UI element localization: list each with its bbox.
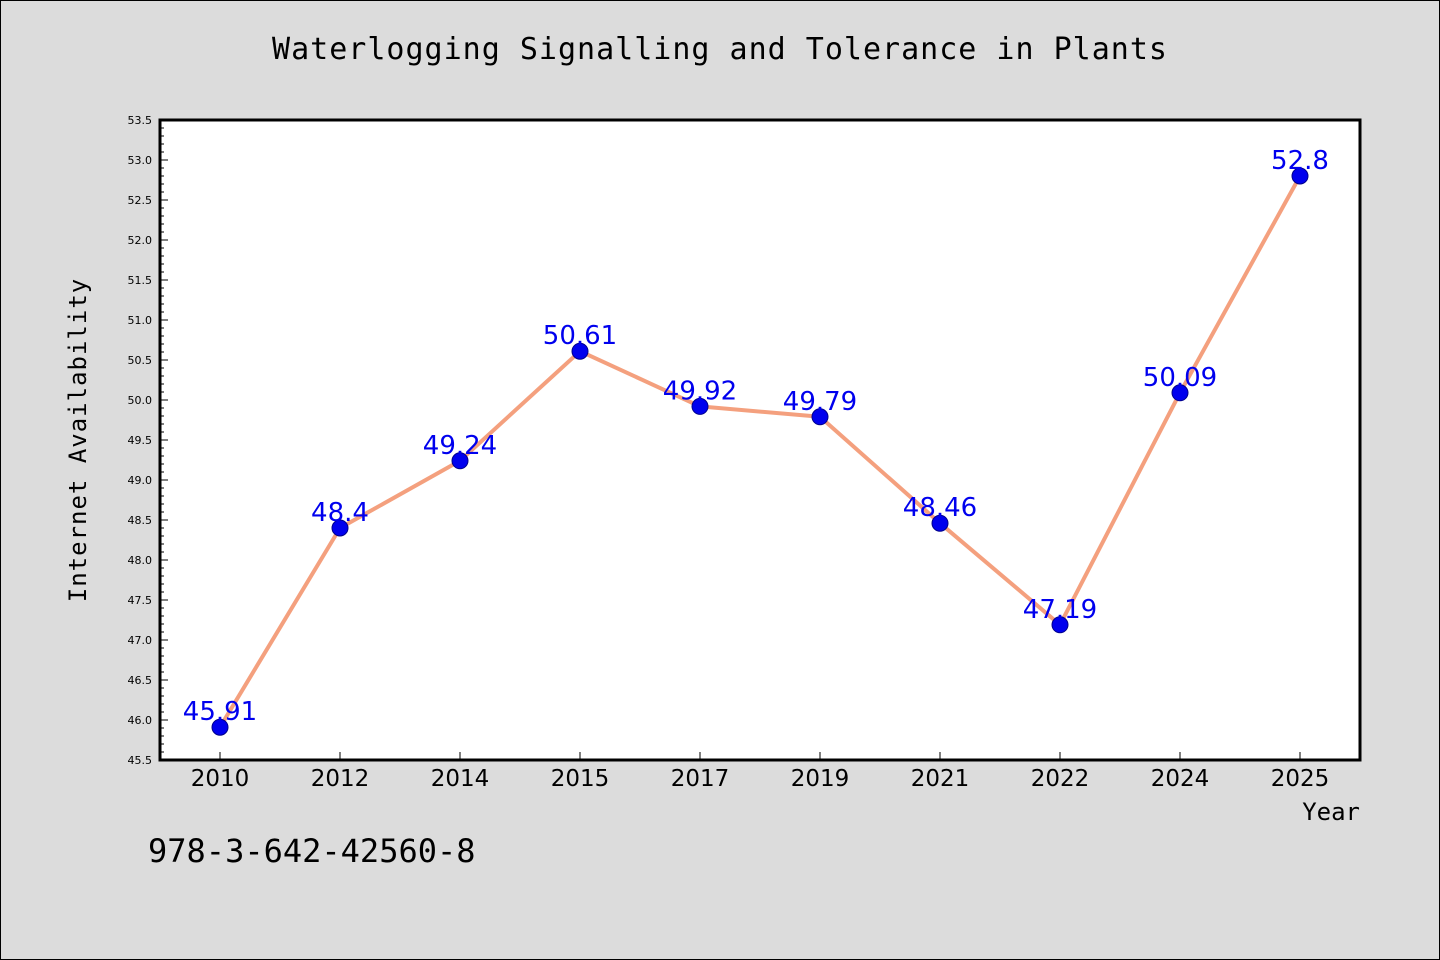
data-label: 50.61 — [543, 321, 617, 351]
chart-title: Waterlogging Signalling and Tolerance in… — [272, 32, 1168, 67]
y-tick-label: 51.0 — [128, 314, 153, 327]
x-tick-label: 2014 — [431, 766, 490, 792]
y-tick-label: 53.5 — [128, 114, 153, 127]
data-point — [691, 397, 709, 415]
y-tick-label: 45.5 — [128, 754, 153, 767]
y-tick-label: 50.5 — [128, 354, 153, 367]
x-tick-label: 2021 — [911, 766, 970, 792]
y-tick-label: 51.5 — [128, 274, 153, 287]
y-tick-label: 46.5 — [128, 674, 153, 687]
y-tick-label: 48.0 — [128, 554, 153, 567]
data-point — [451, 452, 469, 470]
x-tick-label: 2024 — [1151, 766, 1210, 792]
data-label: 52.8 — [1271, 146, 1329, 176]
data-label: 49.79 — [783, 387, 857, 417]
data-point — [1051, 616, 1069, 634]
data-label: 48.46 — [903, 493, 977, 523]
x-tick-label: 2015 — [551, 766, 610, 792]
data-label: 49.92 — [663, 376, 737, 406]
x-tick-label: 2010 — [191, 766, 250, 792]
y-tick-label: 48.5 — [128, 514, 153, 527]
y-tick-label: 49.5 — [128, 434, 153, 447]
y-tick-label: 52.0 — [128, 234, 153, 247]
y-tick-label: 47.0 — [128, 634, 153, 647]
data-label: 49.24 — [423, 431, 497, 461]
x-tick-label: 2025 — [1271, 766, 1330, 792]
data-point — [811, 408, 829, 426]
x-axis-label: Year — [1302, 798, 1360, 826]
x-tick-label: 2012 — [311, 766, 370, 792]
y-tick-label: 53.0 — [128, 154, 153, 167]
data-point — [571, 342, 589, 360]
isbn-text: 978-3-642-42560-8 — [148, 832, 476, 870]
data-label: 50.09 — [1143, 363, 1217, 393]
data-point — [931, 514, 949, 532]
x-tick-label: 2019 — [791, 766, 850, 792]
data-point — [1291, 167, 1309, 185]
y-tick-label: 49.0 — [128, 474, 153, 487]
x-tick-label: 2017 — [671, 766, 730, 792]
y-tick-label: 52.5 — [128, 194, 153, 207]
data-label: 48.4 — [311, 498, 369, 528]
data-label: 45.91 — [183, 697, 257, 727]
data-point — [1171, 384, 1189, 402]
y-tick-label: 47.5 — [128, 594, 153, 607]
plot-area — [160, 120, 1360, 760]
data-point — [331, 519, 349, 537]
y-axis-label: Internet Availability — [64, 278, 92, 602]
y-tick-label: 50.0 — [128, 394, 153, 407]
y-tick-label: 46.0 — [128, 714, 153, 727]
x-tick-label: 2022 — [1031, 766, 1090, 792]
series-line — [218, 174, 1302, 730]
data-label: 47.19 — [1023, 595, 1097, 625]
data-point — [211, 718, 229, 736]
